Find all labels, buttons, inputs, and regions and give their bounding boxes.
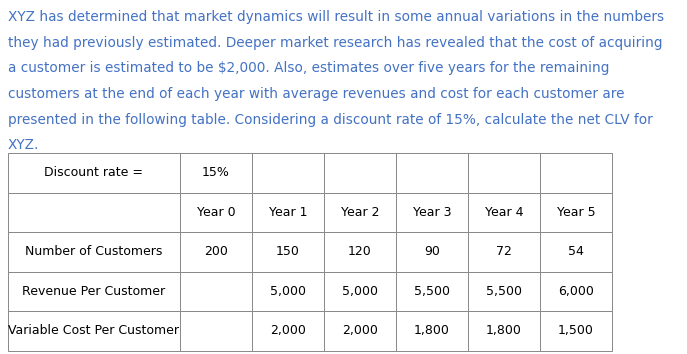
Bar (8, 153, 180, 193)
Bar (324, 232, 396, 272)
Bar (8, 193, 180, 232)
Text: 54: 54 (568, 245, 584, 258)
Bar (180, 193, 252, 232)
Bar (180, 232, 252, 272)
Text: Year 2: Year 2 (341, 206, 379, 219)
Text: 5,000: 5,000 (270, 285, 306, 298)
Bar (8, 272, 180, 311)
Bar (180, 311, 252, 350)
Bar (540, 153, 612, 193)
Bar (540, 311, 612, 350)
Bar (540, 193, 612, 232)
Bar (8, 232, 180, 272)
Bar (180, 153, 252, 193)
Bar (180, 272, 252, 311)
Text: 1,500: 1,500 (558, 324, 594, 337)
Bar (324, 272, 396, 311)
Text: 5,000: 5,000 (342, 285, 378, 298)
Text: 5,500: 5,500 (486, 285, 522, 298)
Text: presented in the following table. Considering a discount rate of 15%, calculate : presented in the following table. Consid… (8, 113, 653, 127)
Text: customers at the end of each year with average revenues and cost for each custom: customers at the end of each year with a… (8, 87, 624, 101)
Bar (396, 193, 468, 232)
Text: 150: 150 (276, 245, 300, 258)
Text: Number of Customers: Number of Customers (25, 245, 163, 258)
Text: a customer is estimated to be $2,000. Also, estimates over five years for the re: a customer is estimated to be $2,000. Al… (8, 61, 609, 75)
Text: 6,000: 6,000 (558, 285, 594, 298)
Text: Year 1: Year 1 (269, 206, 307, 219)
Bar (252, 153, 324, 193)
Text: Variable Cost Per Customer: Variable Cost Per Customer (8, 324, 179, 337)
Text: 1,800: 1,800 (486, 324, 522, 337)
Bar (468, 232, 540, 272)
Text: 120: 120 (348, 245, 372, 258)
Text: 15%: 15% (202, 166, 230, 179)
Bar (468, 193, 540, 232)
Bar (396, 311, 468, 350)
Text: Year 5: Year 5 (556, 206, 596, 219)
Text: 2,000: 2,000 (270, 324, 306, 337)
Bar (324, 311, 396, 350)
Bar (468, 311, 540, 350)
Text: 72: 72 (496, 245, 512, 258)
Text: Discount rate =: Discount rate = (45, 166, 144, 179)
Bar (252, 311, 324, 350)
Text: Revenue Per Customer: Revenue Per Customer (23, 285, 166, 298)
Text: Year 4: Year 4 (485, 206, 523, 219)
Text: Year 3: Year 3 (413, 206, 451, 219)
Text: they had previously estimated. Deeper market research has revealed that the cost: they had previously estimated. Deeper ma… (8, 36, 662, 50)
Bar (396, 272, 468, 311)
Bar (252, 272, 324, 311)
Bar (324, 193, 396, 232)
Bar (252, 232, 324, 272)
Text: Year 0: Year 0 (196, 206, 236, 219)
Bar (252, 193, 324, 232)
Bar (468, 153, 540, 193)
Bar (540, 232, 612, 272)
Bar (396, 232, 468, 272)
Text: XYZ has determined that market dynamics will result in some annual variations in: XYZ has determined that market dynamics … (8, 10, 664, 24)
Bar (540, 272, 612, 311)
Text: XYZ.: XYZ. (8, 138, 39, 153)
Bar (396, 153, 468, 193)
Text: 5,500: 5,500 (414, 285, 450, 298)
Bar (324, 153, 396, 193)
Bar (8, 311, 180, 350)
Bar (468, 272, 540, 311)
Text: 2,000: 2,000 (342, 324, 378, 337)
Text: 1,800: 1,800 (414, 324, 450, 337)
Text: 90: 90 (424, 245, 440, 258)
Text: 200: 200 (204, 245, 228, 258)
